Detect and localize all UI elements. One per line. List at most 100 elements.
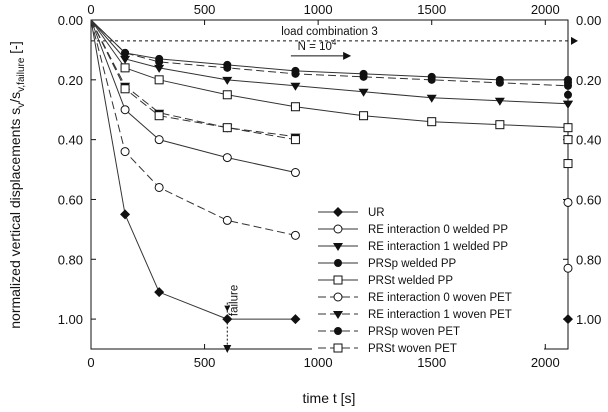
legend-box: [312, 201, 544, 355]
right-edge-marker-5: [563, 263, 573, 273]
series-point-4: [427, 117, 437, 127]
series-point-5: [120, 147, 130, 157]
series-point-2: [120, 55, 131, 64]
x-tick-label-top: 0: [87, 2, 94, 17]
series-point-4: [290, 102, 300, 112]
y-tick-label-right: 0.80: [576, 252, 601, 267]
series-point-2: [290, 82, 301, 91]
series-point-2: [358, 88, 369, 97]
y-tick-label-right: 0.20: [576, 73, 601, 88]
right-edge-marker-4: [563, 159, 573, 169]
series-point-5: [222, 215, 232, 225]
right-edge-marker-8: [563, 135, 573, 145]
x-tick-label-top: 2000: [531, 2, 560, 17]
series-point-8: [222, 123, 232, 133]
x-tick-label-top: 1500: [417, 2, 446, 17]
x-tick-label-top: 1000: [304, 2, 333, 17]
y-tick-label-right: 0.60: [576, 192, 601, 207]
legend-marker-4: [333, 275, 343, 285]
legend-label-1: RE interaction 0 welded PP: [368, 224, 508, 236]
right-edge-marker-0: [563, 314, 573, 325]
series-point-7: [359, 72, 368, 81]
series-point-4: [563, 123, 573, 133]
y-tick-label-right: 0.00: [576, 13, 601, 28]
legend-label-3: PRSp welded PP: [368, 258, 457, 270]
legend-marker-2: [333, 243, 343, 251]
right-edge-marker-2: [563, 100, 573, 109]
legend-marker-0: [333, 207, 343, 217]
right-edge-marker-1: [563, 197, 573, 207]
series-point-1: [120, 105, 130, 115]
legend-marker-1: [333, 224, 343, 234]
x-tick-label-top: 500: [194, 2, 216, 17]
reference-line-label: load combination 3: [281, 26, 378, 38]
legend-marker-5: [333, 292, 343, 302]
x-tick-label-bottom: 1500: [417, 355, 446, 370]
failure-arrowhead: [223, 345, 232, 353]
x-tick-label-bottom: 2000: [531, 355, 560, 370]
legend-label-7: PRSp woven PET: [368, 326, 460, 338]
series-point-4: [154, 75, 164, 85]
series-point-7: [427, 75, 436, 84]
legend-label-4: PRSt welded PP: [368, 275, 453, 287]
series-point-1: [290, 168, 300, 178]
series-line-6: [90, 19, 296, 138]
series-point-7: [223, 63, 232, 72]
series-point-1: [222, 153, 232, 163]
series-point-7: [495, 78, 504, 87]
series-point-4: [120, 63, 130, 73]
legend-label-0: UR: [368, 207, 385, 219]
failure-arrowhead-top: [224, 305, 231, 312]
series-point-2: [426, 94, 437, 103]
x-axis-label: time t [s]: [303, 390, 356, 406]
legend-marker-3: [334, 259, 342, 267]
series-point-5: [154, 182, 164, 192]
series-point-7: [155, 57, 164, 66]
n-arrow-head: [343, 51, 352, 60]
legend-label-6: RE interaction 1 woven PET: [368, 309, 512, 321]
y-axis-label-unit: [-]: [7, 41, 23, 57]
n-arrow-label: N = 104: [298, 38, 337, 53]
series-point-8: [120, 84, 130, 94]
series-point-2: [494, 97, 505, 106]
series-point-0: [120, 209, 131, 220]
y-tick-label-right: 0.40: [576, 133, 601, 148]
series-point-5: [290, 230, 300, 240]
legend-label-5: RE interaction 0 woven PET: [368, 292, 512, 304]
series-point-2: [222, 76, 233, 85]
legend-marker-6: [333, 311, 343, 319]
y-tick-label-left: 0.00: [58, 13, 83, 28]
x-tick-label-bottom: 1000: [304, 355, 333, 370]
y-axis-label-slash: /s: [7, 92, 23, 103]
y-tick-label-left: 0.40: [58, 133, 83, 148]
x-tick-label-bottom: 500: [194, 355, 216, 370]
y-tick-label-left: 1.00: [58, 312, 83, 327]
y-tick-label-left: 0.60: [58, 192, 83, 207]
series-point-7: [291, 69, 300, 78]
failure-label: failure: [228, 285, 240, 316]
reference-line-arrowhead: [571, 36, 578, 45]
y-axis-label: normalized vertical displacements sv/sv,…: [7, 41, 27, 329]
series-point-2: [154, 64, 165, 73]
y-axis-label-sub: v: [16, 103, 27, 108]
series-point-8: [154, 111, 164, 121]
y-axis-label-sub2: v,failure: [16, 57, 27, 92]
right-edge-marker-7: [564, 90, 572, 99]
plot-area: 0 0 500 500 1000 1000 1500 1500 2000 2000 0.00 0.00…: [58, 2, 602, 370]
legend-label-2: RE interaction 1 welded PP: [368, 241, 508, 253]
y-tick-label-right: 1.00: [576, 312, 601, 327]
series-point-0: [154, 287, 165, 298]
y-tick-label-left: 0.80: [58, 252, 83, 267]
x-tick-label-bottom: 0: [87, 355, 94, 370]
series-point-7: [121, 48, 130, 57]
right-edge-marker-3: [564, 78, 572, 87]
series-point-4: [495, 120, 505, 130]
series-point-8: [290, 135, 300, 145]
legend-marker-8: [333, 343, 343, 353]
series-point-4: [359, 111, 369, 121]
y-tick-label-left: 0.20: [58, 73, 83, 88]
series-point-0: [290, 314, 301, 325]
legend-label-8: PRSt woven PET: [368, 343, 457, 355]
